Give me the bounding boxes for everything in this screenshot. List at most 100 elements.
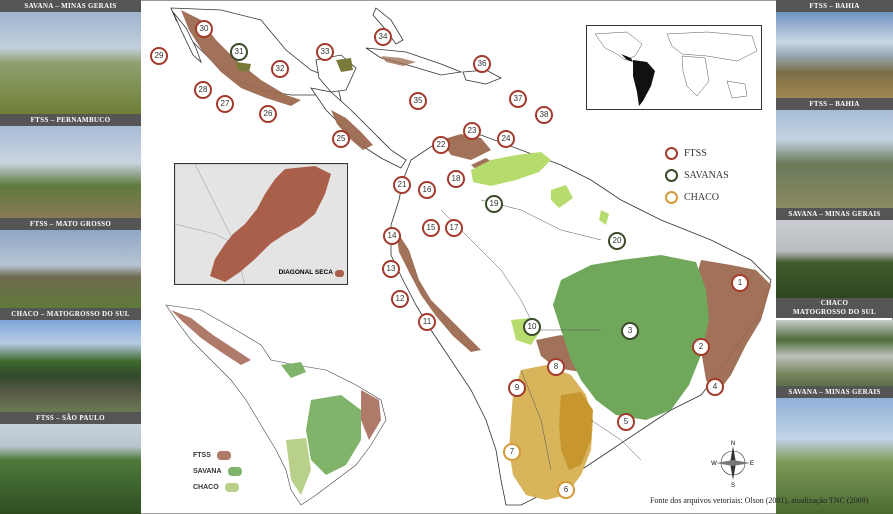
marker-23: 23: [463, 122, 481, 140]
photo-caption: SAVANA – MINAS GERAIS: [776, 208, 893, 220]
mini-map-savana: [306, 395, 361, 475]
photo-chaco-matogrosso-do-sul: CHACO – MATOGROSSO DO SUL: [0, 308, 141, 412]
compass-rose-icon: N S E W: [711, 438, 755, 488]
mini-legend-swatch: [216, 450, 231, 460]
marker-21: 21: [393, 176, 411, 194]
photo-image: [0, 126, 141, 218]
compass-e: E: [750, 461, 754, 467]
photo-savana-minas-gerais-right-2: SAVANA – MINAS GERAIS: [776, 386, 893, 514]
photo-chaco-matogrosso-do-sul-right: CHACO MATOGROSSO DO SUL: [776, 298, 893, 386]
right-photo-column: FTSS – BAHIA FTSS – BAHIA SAVANA – MINAS…: [776, 0, 893, 514]
marker-1: 1: [731, 274, 749, 292]
photo-image: [0, 230, 141, 308]
left-photo-column: SAVANA – MINAS GERAIS FTSS – PERNAMBUCO …: [0, 0, 141, 514]
marker-4: 4: [706, 378, 724, 396]
photo-caption: FTSS – PERNAMBUCO: [0, 114, 141, 126]
marker-3: 3: [621, 322, 639, 340]
photo-image: [0, 12, 141, 114]
photo-ftss-bahia-2: FTSS – BAHIA: [776, 98, 893, 208]
compass-n: N: [731, 441, 735, 447]
compass-svg: N S E W: [711, 441, 754, 488]
inset-label: DIAGONAL SECA: [278, 269, 333, 276]
photo-image: [776, 12, 893, 98]
mini-map: [165, 304, 387, 506]
legend-ring-savanas: [665, 168, 678, 182]
marker-28: 28: [194, 81, 212, 99]
marker-5: 5: [617, 413, 635, 431]
marker-36: 36: [473, 55, 491, 73]
photo-ftss-sao-paulo: FTSS – SÃO PAULO: [0, 412, 141, 514]
marker-20: 20: [608, 232, 626, 250]
marker-25: 25: [332, 130, 350, 148]
map-legend: FTSS SAVANAS CHACO: [665, 142, 729, 208]
savana-llanos: [471, 152, 551, 186]
inset-swatch: [335, 270, 344, 277]
inset-svg: [175, 164, 347, 284]
mini-map-ftss-ne: [361, 390, 381, 440]
mini-legend-label: FTSS: [193, 451, 211, 459]
legend-ring-chaco: [665, 190, 678, 204]
marker-2: 2: [692, 338, 710, 356]
marker-32: 32: [271, 60, 289, 78]
mini-legend-item: FTSS: [193, 447, 242, 463]
land-central-america: [310, 87, 407, 169]
marker-35: 35: [409, 92, 427, 110]
marker-6: 6: [557, 481, 575, 499]
savana-mexico: [236, 62, 251, 72]
marker-24: 24: [497, 130, 515, 148]
ftss-caribbean-coast: [441, 134, 491, 160]
mini-map-chaco: [286, 438, 311, 495]
inset-diagonal-seca: DIAGONAL SECA: [174, 163, 348, 285]
mini-legend-label: CHACO: [193, 483, 219, 491]
globe-central-america: [621, 54, 633, 62]
photo-image: [776, 220, 893, 298]
photo-image: [776, 110, 893, 208]
cerrado-light-regions: [236, 58, 609, 225]
legend-item-chaco: CHACO: [665, 186, 729, 208]
photo-caption: CHACO – MATOGROSSO DO SUL: [0, 308, 141, 320]
legend-item-ftss: FTSS: [665, 142, 729, 164]
marker-12: 12: [391, 290, 409, 308]
mini-legend-swatch: [227, 466, 242, 476]
ftss-central-america: [331, 110, 373, 150]
marker-26: 26: [259, 105, 277, 123]
photo-caption: FTSS – SÃO PAULO: [0, 412, 141, 424]
photo-caption: FTSS – MATO GROSSO: [0, 218, 141, 230]
compass-s: S: [731, 483, 735, 488]
mini-legend-label: SAVANA: [193, 467, 222, 475]
main-map: DIAGONAL SECA FTSS SAVANAS CHACO: [141, 0, 868, 514]
marker-31: 31: [230, 43, 248, 61]
savana-guiana: [551, 185, 573, 208]
legend-ring-ftss: [665, 146, 678, 160]
marker-7: 7: [503, 443, 521, 461]
photo-image: [0, 320, 141, 412]
photo-image: [776, 398, 893, 514]
photo-caption: SAVANA – MINAS GERAIS: [0, 0, 141, 12]
marker-38: 38: [535, 106, 553, 124]
marker-10: 10: [523, 318, 541, 336]
marker-14: 14: [383, 227, 401, 245]
savana-yucatan: [336, 58, 353, 72]
marker-30: 30: [195, 20, 213, 38]
mini-legend-item: CHACO: [193, 479, 242, 495]
photo-caption: SAVANA – MINAS GERAIS: [776, 386, 893, 398]
legend-label: SAVANAS: [684, 169, 729, 181]
marker-8: 8: [547, 358, 565, 376]
marker-17: 17: [445, 219, 463, 237]
marker-29: 29: [150, 47, 168, 65]
photo-ftss-pernambuco: FTSS – PERNAMBUCO: [0, 114, 141, 218]
mini-map-ftss: [171, 310, 251, 365]
marker-33: 33: [316, 43, 334, 61]
chaco-pantanal: [559, 392, 593, 470]
marker-9: 9: [508, 379, 526, 397]
marker-13: 13: [382, 260, 400, 278]
photo-caption: CHACO MATOGROSSO DO SUL: [776, 298, 893, 318]
legend-label: FTSS: [684, 147, 707, 159]
photo-savana-minas-gerais: SAVANA – MINAS GERAIS: [0, 0, 141, 114]
photo-ftss-mato-grosso: FTSS – MATO GROSSO: [0, 218, 141, 308]
legend-item-savanas: SAVANAS: [665, 164, 729, 186]
source-note: Fonte dos arquivos vetoriais: Olson (200…: [650, 496, 869, 505]
photo-savana-minas-gerais-right: SAVANA – MINAS GERAIS: [776, 208, 893, 298]
globe-svg: [594, 31, 758, 106]
mini-map-legend: FTSS SAVANA CHACO: [193, 447, 242, 495]
